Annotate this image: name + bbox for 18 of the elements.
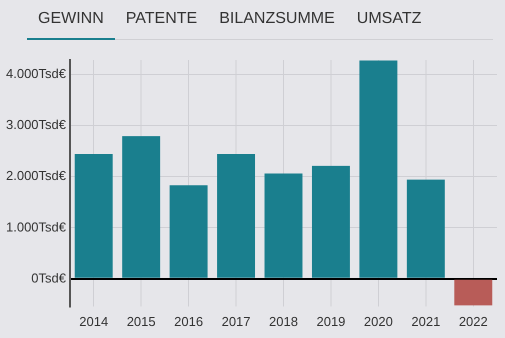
text: PATENTE xyxy=(124,9,198,29)
x-tick-label: 2019 xyxy=(316,314,346,329)
y-tick-label: 3.000Tsd€ xyxy=(6,117,67,132)
x-tick-label: 2020 xyxy=(364,314,393,329)
x-tick-label: 2016 xyxy=(174,314,204,329)
x-tick-label: 2018 xyxy=(269,314,298,329)
y-tick-label: 0Tsd€ xyxy=(31,270,67,286)
y-tick-label: 4.000Tsd€ xyxy=(6,66,67,81)
x-tick-label: 2017 xyxy=(222,314,251,329)
text: UMSATZ xyxy=(356,9,422,29)
text: BILANZSUMME xyxy=(218,9,336,29)
text: GEWINN xyxy=(27,6,115,40)
x-tick-label: 2022 xyxy=(458,314,488,329)
x-tick-label: 2021 xyxy=(411,314,440,329)
x-tick-label: 2014 xyxy=(79,314,108,329)
y-tick-label: 2.000Tsd€ xyxy=(6,168,67,184)
x-tick-label: 2015 xyxy=(126,314,156,329)
y-tick-label: 1.000Tsd€ xyxy=(6,219,67,234)
